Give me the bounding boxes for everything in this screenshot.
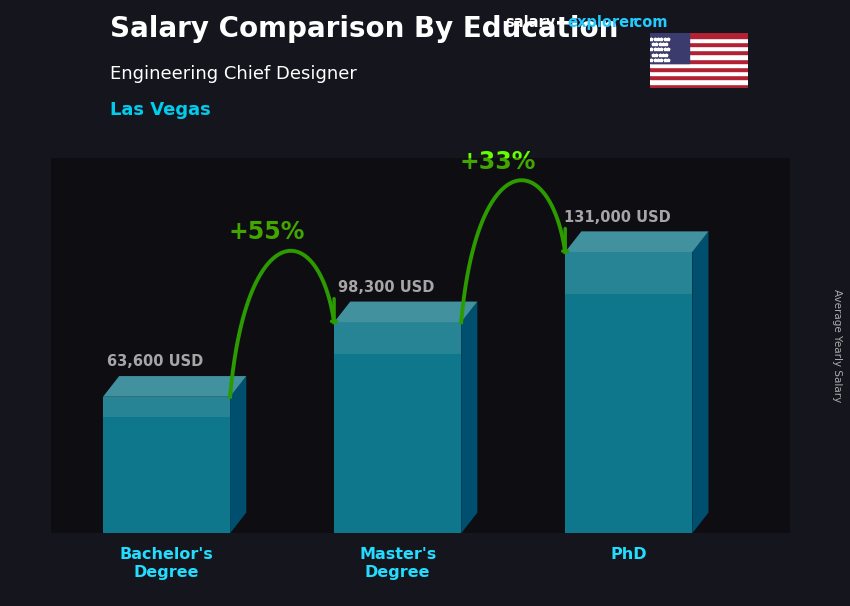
Polygon shape <box>103 376 246 397</box>
Polygon shape <box>565 231 708 252</box>
Bar <box>650 59 748 62</box>
Text: Las Vegas: Las Vegas <box>110 101 212 119</box>
Bar <box>650 38 748 42</box>
Text: salary: salary <box>506 15 556 30</box>
Bar <box>103 397 230 533</box>
Text: Engineering Chief Designer: Engineering Chief Designer <box>110 65 357 83</box>
Bar <box>650 62 748 67</box>
Bar <box>650 79 748 84</box>
Polygon shape <box>692 231 708 533</box>
Text: Average Yearly Salary: Average Yearly Salary <box>832 289 842 402</box>
Bar <box>650 71 748 75</box>
Bar <box>334 322 462 533</box>
Bar <box>650 55 748 59</box>
Bar <box>565 252 692 295</box>
Bar <box>103 397 230 417</box>
Bar <box>650 42 748 46</box>
Bar <box>650 46 748 50</box>
Bar <box>565 252 692 533</box>
Text: 63,600 USD: 63,600 USD <box>107 355 203 369</box>
Text: .com: .com <box>629 15 668 30</box>
Text: Salary Comparison By Education: Salary Comparison By Education <box>110 15 619 43</box>
Text: +33%: +33% <box>459 150 536 174</box>
Text: +55%: +55% <box>229 220 304 244</box>
Bar <box>650 67 748 71</box>
Polygon shape <box>334 302 478 322</box>
Bar <box>334 322 462 354</box>
Bar <box>650 33 689 62</box>
Text: 131,000 USD: 131,000 USD <box>564 210 671 225</box>
Text: 98,300 USD: 98,300 USD <box>338 280 434 295</box>
Bar <box>650 75 748 79</box>
Polygon shape <box>230 376 246 533</box>
Bar <box>650 50 748 55</box>
Bar <box>650 33 748 38</box>
Polygon shape <box>462 302 478 533</box>
Text: explorer: explorer <box>567 15 637 30</box>
Bar <box>650 84 748 88</box>
